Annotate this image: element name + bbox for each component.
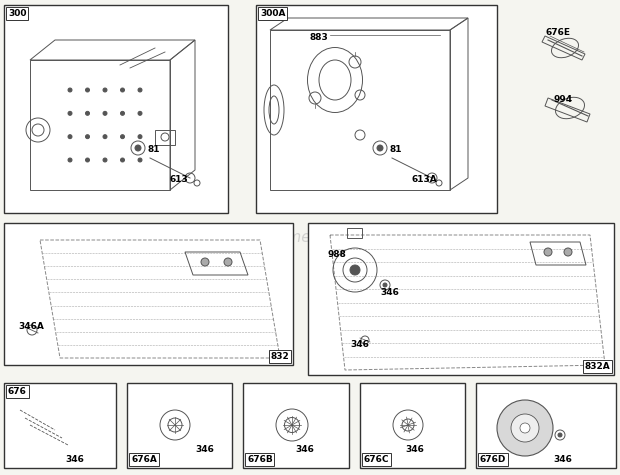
Text: 676: 676 <box>8 387 27 396</box>
Text: 346: 346 <box>195 445 214 454</box>
Circle shape <box>201 258 209 266</box>
Bar <box>4 383 116 468</box>
Text: 346: 346 <box>65 455 84 464</box>
Text: 832A: 832A <box>584 362 610 371</box>
Text: 346: 346 <box>350 340 369 349</box>
Circle shape <box>564 248 572 256</box>
Text: 346: 346 <box>553 455 572 464</box>
Circle shape <box>511 414 539 442</box>
Text: 81: 81 <box>390 145 402 154</box>
Circle shape <box>103 135 107 139</box>
Bar <box>4 223 293 365</box>
Text: 883: 883 <box>310 33 329 42</box>
Text: eReplacementParts.com: eReplacementParts.com <box>216 230 404 245</box>
Text: 676E: 676E <box>545 28 570 37</box>
Circle shape <box>68 88 72 92</box>
Text: 676C: 676C <box>364 455 389 464</box>
Circle shape <box>120 111 125 115</box>
Circle shape <box>497 400 553 456</box>
Circle shape <box>86 135 89 139</box>
Text: 676A: 676A <box>131 455 157 464</box>
Circle shape <box>68 111 72 115</box>
Text: 81: 81 <box>148 145 161 154</box>
Circle shape <box>103 158 107 162</box>
Bar <box>256 5 497 213</box>
Text: 300A: 300A <box>260 9 285 18</box>
Circle shape <box>383 283 387 287</box>
Circle shape <box>135 145 141 151</box>
Text: 832: 832 <box>270 352 289 361</box>
Circle shape <box>138 111 142 115</box>
Text: 300: 300 <box>8 9 27 18</box>
Text: 613A: 613A <box>412 175 438 184</box>
Text: 613: 613 <box>170 175 188 184</box>
Bar <box>308 223 614 375</box>
Circle shape <box>544 248 552 256</box>
Circle shape <box>86 88 89 92</box>
Text: 346A: 346A <box>18 322 44 331</box>
Text: 676B: 676B <box>247 455 273 464</box>
Text: 994: 994 <box>553 95 572 104</box>
Circle shape <box>86 158 89 162</box>
Text: 346: 346 <box>405 445 424 454</box>
Circle shape <box>138 88 142 92</box>
Circle shape <box>520 423 530 433</box>
Circle shape <box>103 111 107 115</box>
Circle shape <box>350 265 360 275</box>
Circle shape <box>377 145 383 151</box>
Text: 988: 988 <box>328 250 347 259</box>
Circle shape <box>68 135 72 139</box>
Text: 346: 346 <box>380 288 399 297</box>
Text: 676D: 676D <box>480 455 507 464</box>
Bar <box>4 5 228 213</box>
Bar <box>127 383 232 468</box>
Circle shape <box>86 111 89 115</box>
Circle shape <box>558 433 562 437</box>
Circle shape <box>138 135 142 139</box>
Circle shape <box>120 135 125 139</box>
Bar <box>476 383 616 468</box>
Circle shape <box>120 88 125 92</box>
Bar <box>243 383 349 468</box>
Circle shape <box>138 158 142 162</box>
Circle shape <box>120 158 125 162</box>
Text: 346: 346 <box>295 445 314 454</box>
Bar <box>360 383 465 468</box>
Circle shape <box>103 88 107 92</box>
Circle shape <box>68 158 72 162</box>
Circle shape <box>224 258 232 266</box>
